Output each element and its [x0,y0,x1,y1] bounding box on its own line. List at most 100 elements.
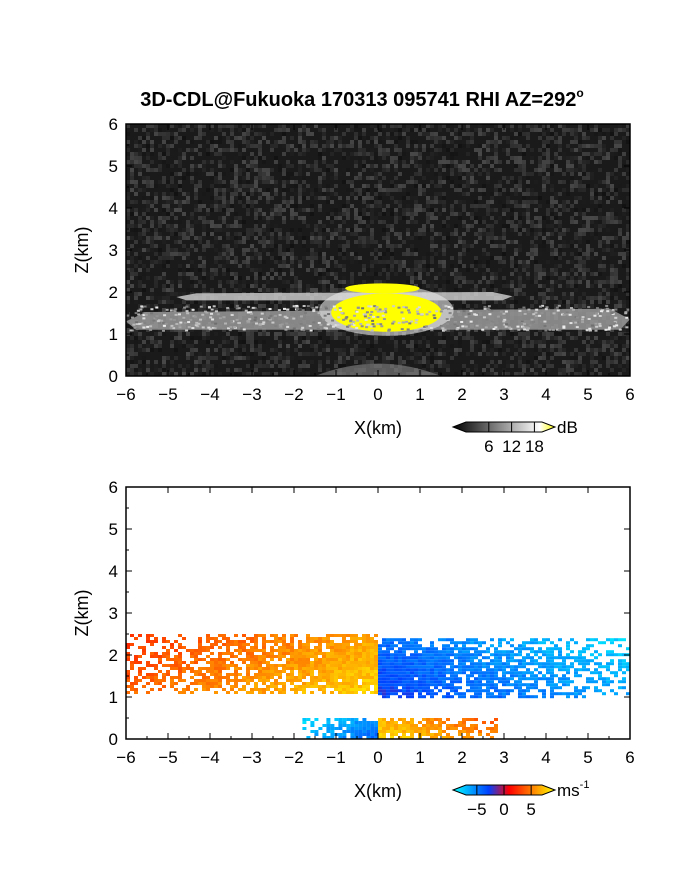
snr-noise-cell [514,264,518,268]
snr-noise-cell [194,236,198,240]
snr-noise-cell [314,344,318,348]
snr-layer-speckle [479,318,483,321]
snr-noise-cell [238,168,242,172]
snr-noise-cell [246,332,250,336]
snr-noise-cell [446,160,450,164]
snr-noise-cell [154,184,158,188]
snr-noise-cell [190,336,194,340]
snr-noise-cell [438,368,442,372]
snr-noise-cell [210,128,214,132]
snr-noise-cell [554,196,558,200]
snr-noise-cell [442,168,446,172]
snr-noise-cell [518,340,522,344]
snr-noise-cell [318,208,322,212]
snr-noise-cell [322,228,326,232]
snr-layer-speckle [175,322,179,325]
snr-noise-cell [438,284,442,288]
snr-noise-cell [430,152,434,156]
snr-noise-cell [302,216,306,220]
snr-noise-cell [182,252,186,256]
snr-noise-cell [198,208,202,212]
snr-noise-cell [194,276,198,280]
snr-noise-cell [126,216,130,220]
snr-noise-cell [134,140,138,144]
snr-noise-cell [282,288,286,292]
snr-noise-cell [550,344,554,348]
snr-noise-cell [578,272,582,276]
snr-noise-cell [342,224,346,228]
snr-noise-cell [466,224,470,228]
snr-noise-cell [386,224,390,228]
snr-layer-speckle [279,325,283,328]
snr-noise-cell [194,348,198,352]
snr-noise-cell [586,208,590,212]
snr-noise-cell [278,128,282,132]
snr-layer-speckle [209,316,213,319]
snr-noise-cell [310,304,314,308]
snr-noise-cell [182,328,186,332]
snr-layer-speckle [572,308,576,311]
snr-noise-cell [454,136,458,140]
snr-noise-cell [170,364,174,368]
snr-noise-cell [558,372,562,376]
snr-noise-cell [502,152,506,156]
snr-noise-cell [322,172,326,176]
snr-noise-cell [202,284,206,288]
snr-noise-cell [606,128,610,132]
snr-noise-cell [462,232,466,236]
snr-noise-cell [190,300,194,304]
snr-noise-cell [362,128,366,132]
snr-noise-cell [446,236,450,240]
snr-noise-cell [390,160,394,164]
snr-noise-cell [254,220,258,224]
snr-layer-speckle [547,323,551,326]
snr-noise-cell [234,288,238,292]
snr-noise-cell [226,140,230,144]
snr-layer-speckle [161,329,165,332]
snr-noise-cell [318,168,322,172]
snr-noise-cell [250,256,254,260]
snr-noise-cell [210,288,214,292]
snr-noise-cell [346,180,350,184]
snr-noise-cell [294,280,298,284]
snr-noise-cell [538,364,542,368]
snr-noise-cell [314,288,318,292]
snr-noise-cell [350,140,354,144]
snr-layer-speckle [206,314,210,317]
snr-noise-cell [458,252,462,256]
snr-noise-cell [462,328,466,332]
snr-noise-cell [342,212,346,216]
snr-noise-cell [538,168,542,172]
snr-noise-cell [462,304,466,308]
snr-noise-cell [162,236,166,240]
snr-layer-speckle [150,312,154,315]
snr-noise-cell [566,332,570,336]
snr-layer-speckle [286,308,290,311]
snr-noise-cell [490,284,494,288]
snr-noise-cell [558,280,562,284]
snr-noise-cell [506,372,510,376]
snr-noise-cell [442,136,446,140]
snr-noise-cell [586,160,590,164]
snr-noise-cell [514,144,518,148]
snr-layer-speckle [591,324,595,327]
snr-noise-cell [614,148,618,152]
snr-noise-cell [246,128,250,132]
snr-noise-cell [258,364,262,368]
snr-layer-speckle [469,320,473,323]
snr-noise-cell [538,252,542,256]
snr-noise-cell [138,260,142,264]
snr-noise-cell [206,220,210,224]
snr-noise-cell [598,180,602,184]
snr-noise-cell [422,176,426,180]
snr-noise-cell [218,164,222,168]
snr-layer-speckle [360,325,364,328]
snr-noise-cell [502,264,506,268]
snr-noise-cell [554,280,558,284]
snr-noise-cell [494,344,498,348]
snr-noise-cell [382,280,386,284]
snr-noise-cell [274,180,278,184]
snr-noise-cell [602,188,606,192]
snr-colorbar-ticks: 6 12 18 [484,422,544,456]
snr-noise-cell [498,192,502,196]
